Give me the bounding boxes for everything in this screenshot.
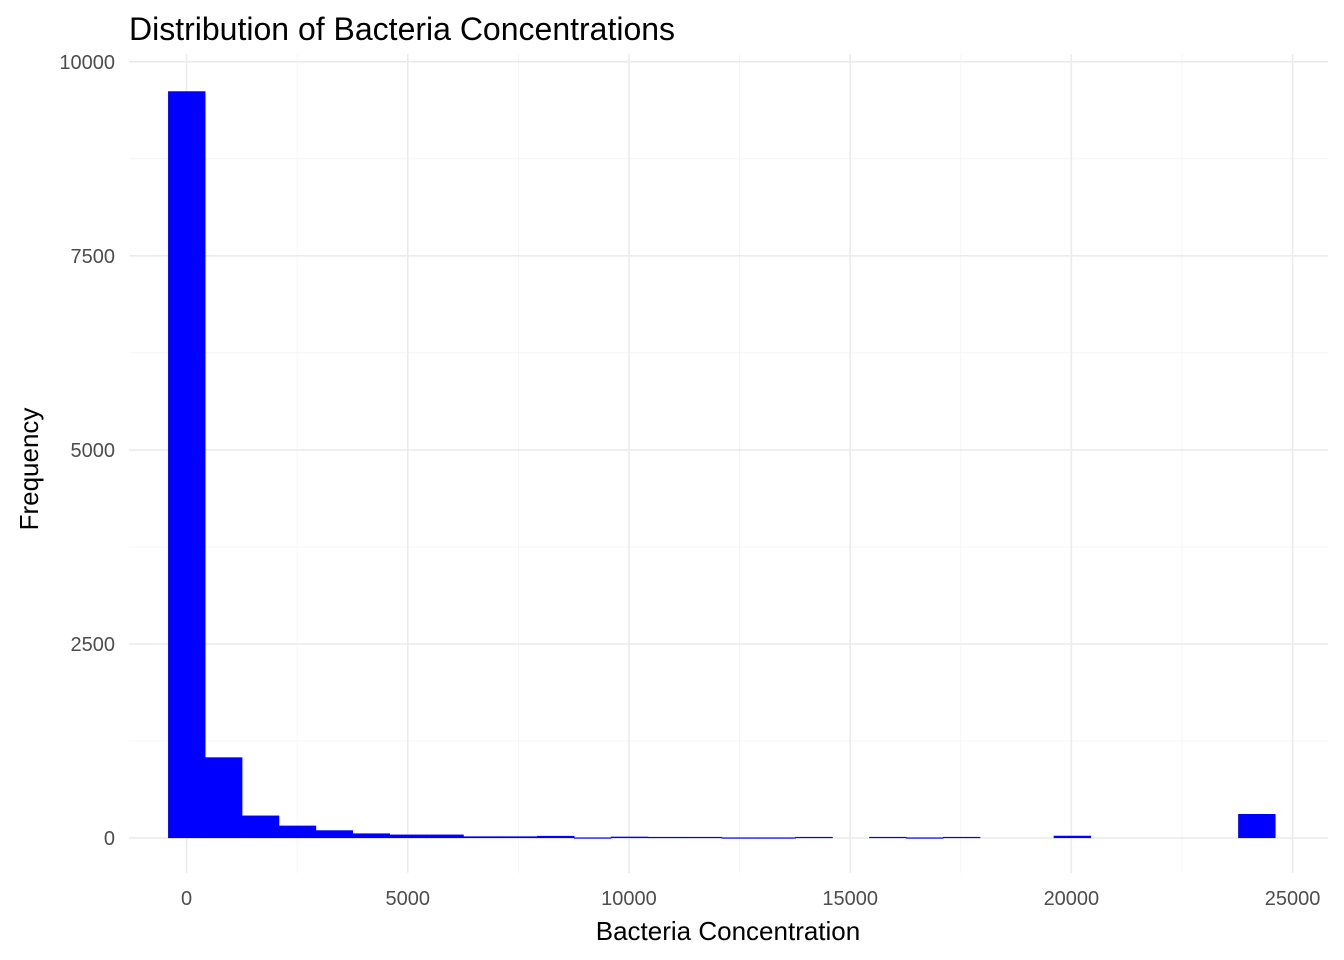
grid-lines xyxy=(129,54,1328,873)
histogram-bars xyxy=(168,91,1276,839)
y-axis-title: Frequency xyxy=(14,408,44,531)
x-tick-label: 5000 xyxy=(385,888,430,910)
histogram-bar xyxy=(352,833,390,839)
histogram-bar xyxy=(241,815,280,839)
histogram-bar xyxy=(610,836,649,839)
histogram-bar xyxy=(869,836,907,839)
y-tick-label: 7500 xyxy=(71,246,116,268)
histogram-bar xyxy=(278,825,317,839)
y-axis-ticks: 0 2500 5000 7500 10000 xyxy=(59,52,115,850)
histogram-bar xyxy=(168,91,206,839)
x-tick-label: 10000 xyxy=(601,888,657,910)
histogram-bar xyxy=(1053,835,1092,839)
y-tick-label: 2500 xyxy=(71,634,116,656)
histogram-bar xyxy=(389,834,427,839)
histogram-bar xyxy=(1238,814,1276,839)
y-tick-label: 10000 xyxy=(59,52,115,74)
x-tick-label: 15000 xyxy=(822,888,878,910)
histogram-bar xyxy=(795,836,833,839)
histogram-bar xyxy=(500,836,538,839)
histogram-bar xyxy=(684,836,723,839)
x-axis-ticks: 0 5000 10000 15000 20000 25000 xyxy=(181,888,1320,910)
histogram-bar xyxy=(463,836,501,839)
x-tick-label: 25000 xyxy=(1265,888,1321,910)
histogram-bar xyxy=(426,834,464,839)
histogram-bar xyxy=(204,757,243,839)
histogram-bar xyxy=(758,837,796,839)
chart-title: Distribution of Bacteria Concentrations xyxy=(129,11,675,47)
histogram-bar xyxy=(721,837,759,839)
histogram-bar xyxy=(647,836,686,839)
x-axis-title: Bacteria Concentration xyxy=(596,916,860,946)
x-tick-label: 0 xyxy=(181,888,192,910)
histogram-bar xyxy=(942,836,981,839)
y-tick-label: 5000 xyxy=(71,440,116,462)
histogram-bar xyxy=(573,837,612,839)
histogram-bar xyxy=(906,837,944,839)
histogram-bar xyxy=(315,830,354,839)
y-tick-label: 0 xyxy=(104,828,115,850)
histogram-bar xyxy=(537,835,575,839)
x-tick-label: 20000 xyxy=(1044,888,1100,910)
